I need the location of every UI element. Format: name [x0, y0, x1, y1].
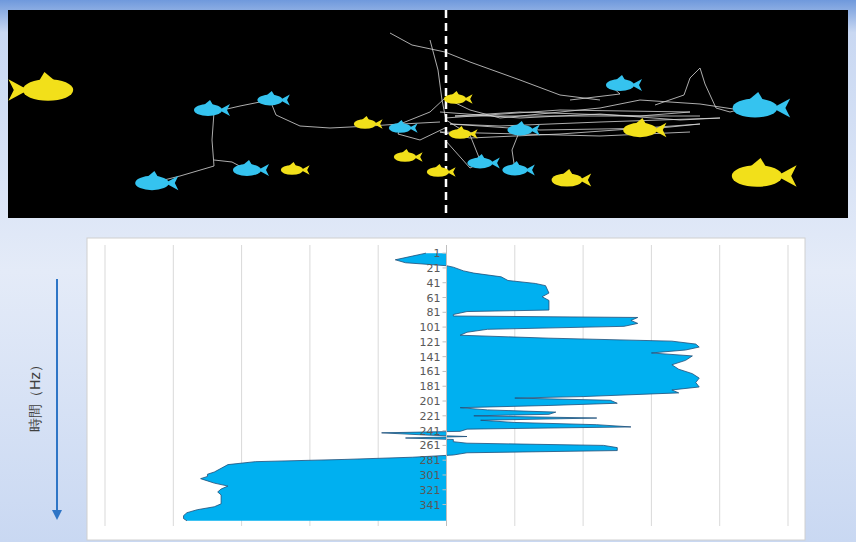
background — [0, 0, 856, 542]
tick-label: 1 — [434, 247, 441, 260]
center-line — [445, 10, 448, 218]
tick-label: 41 — [427, 277, 441, 290]
fish — [257, 91, 289, 105]
tick-mark — [443, 267, 447, 268]
tick-mark — [443, 460, 447, 461]
tick-label: 221 — [420, 410, 441, 423]
tracking-panel — [8, 10, 848, 218]
tick-label: 301 — [420, 469, 441, 482]
tick-label: 341 — [420, 499, 441, 512]
tick-mark — [443, 504, 447, 505]
area-outline — [184, 253, 700, 521]
grid-line — [173, 245, 174, 526]
tick-label: 241 — [420, 425, 441, 438]
fish — [606, 75, 642, 91]
axis-line — [446, 245, 447, 526]
fish — [733, 92, 791, 118]
fish — [194, 100, 230, 116]
fish — [732, 158, 797, 187]
tick-label: 101 — [420, 321, 441, 334]
chart-box — [87, 238, 805, 540]
fish — [427, 164, 456, 177]
grid-line — [105, 245, 106, 526]
fish — [623, 118, 666, 137]
fish — [449, 126, 478, 139]
tick-mark — [443, 312, 447, 313]
tick-label: 81 — [427, 306, 441, 319]
tick-label: 161 — [420, 365, 441, 378]
tick-label: 261 — [420, 439, 441, 452]
fish — [389, 120, 418, 133]
tick-label: 321 — [420, 484, 441, 497]
tick-label: 141 — [420, 351, 441, 364]
tick-mark — [443, 297, 447, 298]
tick-label: 61 — [427, 292, 441, 305]
tick-mark — [443, 415, 447, 416]
trajectory — [390, 33, 600, 100]
fish — [502, 161, 534, 175]
tick-label: 181 — [420, 380, 441, 393]
panel-background — [8, 10, 848, 218]
fish — [8, 72, 73, 101]
fish — [281, 162, 310, 175]
trajectory — [512, 130, 520, 170]
grid-line — [719, 245, 720, 526]
time-arrow — [56, 279, 58, 512]
trajectory — [445, 110, 700, 118]
tick-mark — [443, 253, 447, 254]
tick-mark — [443, 341, 447, 342]
fish — [135, 171, 178, 190]
fish — [354, 116, 383, 129]
fish — [507, 121, 539, 135]
time-arrow-head — [52, 510, 62, 520]
fish — [467, 154, 499, 168]
fish — [444, 91, 473, 104]
tick-mark — [443, 356, 447, 357]
tick-label: 121 — [420, 336, 441, 349]
axis-title: 時間（Hz） — [27, 358, 43, 432]
page: 1214161811011211411611812012212412612813… — [0, 0, 856, 542]
tick-mark — [443, 430, 447, 431]
tick-mark — [443, 401, 447, 402]
tick-label: 21 — [427, 262, 441, 275]
fish — [552, 169, 592, 187]
grid-line — [788, 245, 789, 526]
plot-area — [184, 253, 700, 521]
trajectory — [430, 40, 480, 160]
area — [184, 253, 700, 521]
tick-mark — [443, 386, 447, 387]
tick-mark — [443, 327, 447, 328]
tick-mark — [443, 445, 447, 446]
tick-mark — [443, 282, 447, 283]
tick-mark — [443, 371, 447, 372]
tick-label: 201 — [420, 395, 441, 408]
tick-mark — [443, 474, 447, 475]
tick-label: 281 — [420, 454, 441, 467]
fish — [394, 149, 423, 162]
fish — [233, 160, 269, 176]
tick-mark — [443, 489, 447, 490]
grid-line — [446, 245, 447, 526]
